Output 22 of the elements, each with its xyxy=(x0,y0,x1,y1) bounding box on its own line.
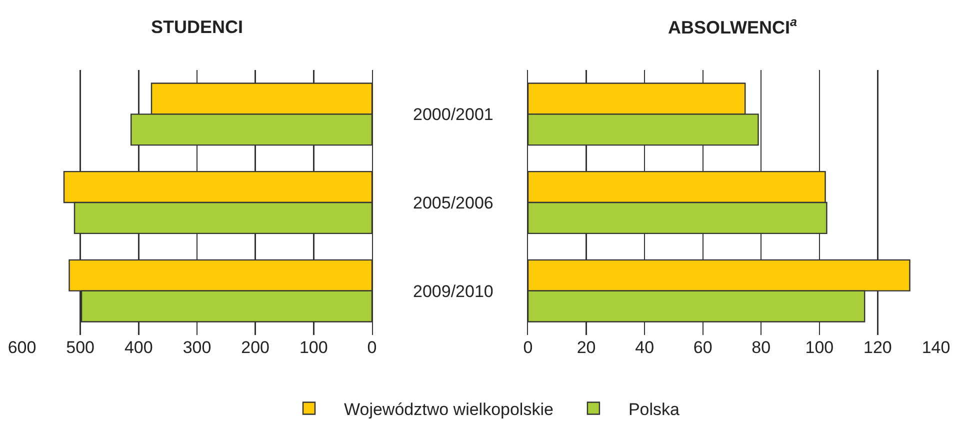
x-tick-label: 0 xyxy=(367,338,377,357)
x-tick-label: 80 xyxy=(752,338,771,357)
x-tick-label: 60 xyxy=(693,338,712,357)
chart-title: ABSOLWENCI$^{a}$ xyxy=(668,15,798,38)
x-tick-label: 100 xyxy=(299,338,328,357)
x-tick-label: 200 xyxy=(241,338,270,357)
x-tick-label: 300 xyxy=(182,338,212,357)
x-tick-label: 0 xyxy=(523,338,533,357)
legend-label: Województwo wielkopolskie xyxy=(344,400,554,419)
y-tick-label: 2009/2010 xyxy=(413,282,494,301)
x-tick-label: 500 xyxy=(66,338,95,357)
y-tick-label: 2005/2006 xyxy=(413,193,494,212)
x-tick-label: 20 xyxy=(576,338,596,357)
x-tick-label: 400 xyxy=(124,338,153,357)
chart-title: STUDENCI xyxy=(151,17,244,37)
x-tick-label: 100 xyxy=(805,338,834,357)
x-tick-label: 40 xyxy=(635,338,654,357)
x-tick-label: 140 xyxy=(922,338,950,357)
x-tick-label: 600 xyxy=(8,338,36,357)
x-tick-label: 120 xyxy=(864,338,892,357)
y-tick-label: 2000/2001 xyxy=(413,105,494,124)
legend-label: Polska xyxy=(628,400,680,419)
